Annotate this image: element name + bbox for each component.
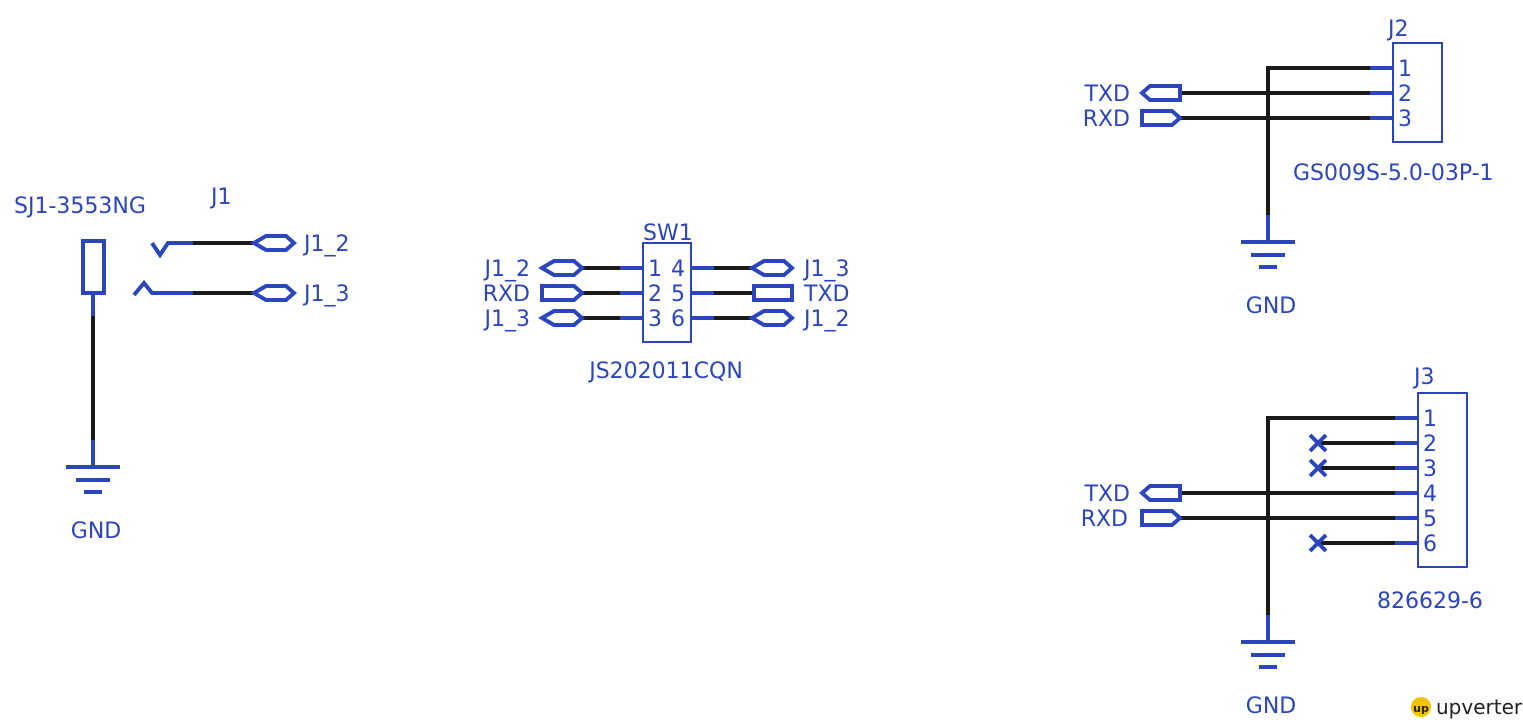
net-port-j3-rxd (1140, 509, 1184, 527)
jack-body (81, 239, 106, 295)
switch-pin-3-number: 3 (648, 307, 662, 332)
net-port-sw-j1-3 (538, 309, 586, 327)
j2-net-label-txd: TXD (1084, 82, 1130, 107)
jack-gnd-label: GND (71, 519, 121, 544)
j3-pin-2-number: 2 (1423, 432, 1437, 457)
connector-j3[interactable]: J3 826629-6 1 2 3 4 5 6 TXD RXD GND (1081, 365, 1483, 719)
switch-net-label-right-3: J1_2 (802, 307, 849, 332)
j3-part-number: 826629-6 (1377, 589, 1483, 614)
switch-pin-2-number: 2 (648, 282, 662, 307)
j3-gnd-label: GND (1246, 694, 1296, 719)
j2-pin-3-number: 3 (1398, 107, 1412, 132)
upverter-bulb-icon (1411, 697, 1431, 717)
connector-j2[interactable]: J2 GS009S-5.0-03P-1 1 2 3 TXD RXD GND (1083, 17, 1494, 319)
j2-ref-label: J2 (1386, 17, 1409, 42)
j3-body (1417, 392, 1468, 568)
switch-net-label-right-2: TXD (803, 282, 849, 307)
j3-ref-label: J3 (1412, 365, 1435, 390)
net-port-j1-2 (250, 234, 298, 252)
switch-net-label-left-3: J1_3 (483, 307, 530, 332)
switch-sw1[interactable]: SW1 JS202011CQN 1 2 3 4 5 6 J1_2 RXD J1_… (483, 221, 850, 384)
jack-j1[interactable]: SJ1-3553NG J1 J1_2 J1_3 GND (14, 185, 349, 544)
switch-ref-label: SW1 (643, 221, 693, 246)
j2-gnd-label: GND (1246, 294, 1296, 319)
switch-pin-1-number: 1 (648, 257, 662, 282)
no-connect-marker-pin-2 (1308, 433, 1328, 453)
j2-ground-wire (1266, 66, 1370, 217)
net-port-sw-txd (752, 284, 794, 302)
upverter-logo: up upverter (1411, 695, 1523, 719)
switch-pin-5-number: 5 (671, 282, 685, 307)
switch-pin-4-number: 4 (671, 257, 685, 282)
j3-pin-6-number: 6 (1423, 532, 1437, 557)
jack-ref-label: J1 (209, 185, 232, 210)
j3-pin-5-number: 5 (1423, 507, 1437, 532)
j3-pin-4-number: 4 (1423, 482, 1437, 507)
switch-net-label-right-1: J1_3 (802, 257, 849, 282)
no-connect-marker-pin-3 (1308, 458, 1328, 478)
jack-ring-contact (132, 279, 195, 297)
no-connect-marker-pin-6 (1308, 533, 1328, 553)
net-port-j2-rxd (1140, 109, 1184, 127)
net-port-sw-rxd (540, 284, 586, 302)
j2-net-label-rxd: RXD (1083, 107, 1130, 132)
j3-net-label-txd: TXD (1084, 482, 1130, 507)
jack-tip-contact (150, 241, 195, 259)
j2-pin-1-number: 1 (1398, 57, 1412, 82)
net-port-sw-j1-3-right (748, 259, 796, 277)
j2-part-number: GS009S-5.0-03P-1 (1293, 161, 1494, 186)
j3-pin-3-number: 3 (1423, 457, 1437, 482)
net-port-j2-txd (1138, 84, 1182, 102)
net-port-j3-txd (1138, 484, 1182, 502)
switch-net-label-left-1: J1_2 (483, 257, 530, 282)
switch-pin-6-number: 6 (671, 307, 685, 332)
j2-pin-2-number: 2 (1398, 82, 1412, 107)
switch-part-number: JS202011CQN (587, 359, 743, 384)
j3-net-label-rxd: RXD (1081, 507, 1128, 532)
j3-ground-wire (1266, 416, 1395, 617)
net-port-j1-3 (250, 284, 298, 302)
jack-net-label-j1-3: J1_3 (302, 282, 349, 307)
switch-net-label-left-2: RXD (483, 282, 530, 307)
net-port-sw-j1-2 (538, 259, 586, 277)
net-port-sw-j1-2-right (748, 309, 796, 327)
j3-pin-1-number: 1 (1423, 407, 1437, 432)
upverter-bulb-glyph: up (1413, 702, 1429, 715)
jack-part-number: SJ1-3553NG (14, 194, 146, 219)
jack-net-label-j1-2: J1_2 (302, 232, 349, 257)
upverter-logo-text: upverter (1436, 695, 1523, 719)
